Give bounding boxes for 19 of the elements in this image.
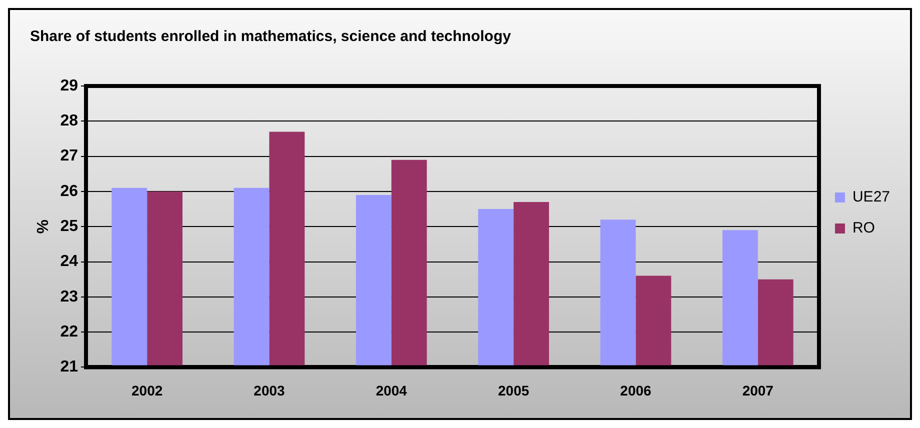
x-tick-label: 2007 [742,382,774,398]
legend-label: UE27 [852,188,890,206]
x-tick-label: 2005 [498,382,530,398]
x-tick-label: 2006 [620,382,652,398]
y-tick-label: 29 [60,77,78,94]
y-tick-label: 22 [60,323,78,340]
y-axis-title: % [35,219,52,234]
y-tick-label: 26 [60,182,78,200]
chart-title: Share of students enrolled in mathematics, science and technology [30,28,512,46]
x-tick-label: 2003 [254,382,286,398]
y-tick-label: 25 [60,218,78,236]
legend-label: RO [852,220,875,237]
y-tick-label: 21 [60,358,78,376]
x-tick-label: 2002 [132,382,163,398]
y-tick-label: 28 [60,112,78,130]
y-tick-label: 27 [60,148,78,165]
y-tick-label: 24 [60,253,78,270]
x-tick-label: 2004 [376,382,408,398]
y-tick-label: 23 [60,288,78,306]
